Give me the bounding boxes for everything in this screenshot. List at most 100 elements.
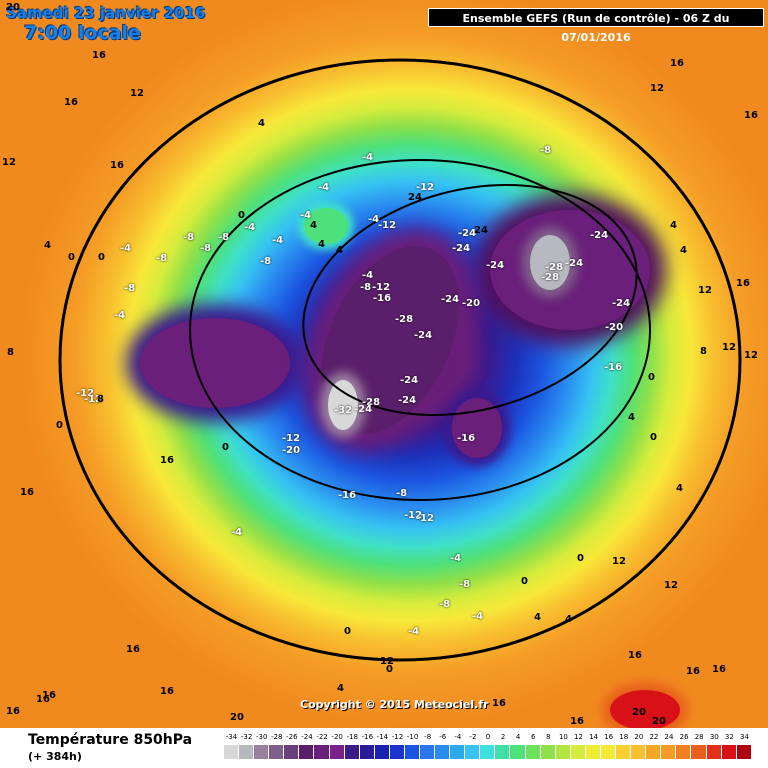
isotherm-label: -24 [452,243,471,254]
isotherm-label: -12 [416,513,435,524]
scale-swatch [389,745,405,759]
isotherm-label: 12 [698,285,712,296]
isotherm-label: 0 [344,626,351,637]
isotherm-label: 12 [744,350,758,361]
scale-swatch [465,745,481,759]
isotherm-label: 4 [628,412,635,423]
scale-swatch [224,745,240,759]
isotherm-label: -8 [124,283,136,294]
isotherm-label: 0 [648,372,655,383]
isotherm-label: -4 [362,152,374,163]
isotherm-label: 24 [474,225,488,236]
forecast-date: Samedi 23 janvier 2016 [6,4,206,22]
cold-spot-siberia [530,235,570,290]
scale-swatch [239,745,255,759]
isotherm-label: 0 [222,442,229,453]
scale-swatch [676,745,692,759]
isotherm-label: 4 [680,245,687,256]
scale-tick-label: -22 [316,733,328,741]
scale-swatch [540,745,556,759]
isotherm-label: 0 [577,553,584,564]
isotherm-label: 8 [97,394,104,405]
isotherm-label: -24 [590,230,609,241]
isotherm-label: -8 [540,145,552,156]
scale-tick-label: 0 [485,733,491,741]
isotherm-label: 4 [258,118,265,129]
isotherm-label: 20 [230,712,244,723]
scale-swatch [736,745,752,759]
isotherm-label: 20 [632,707,646,718]
isotherm-label: 4 [318,239,325,250]
isotherm-label: -16 [373,293,392,304]
scale-tick-label: 16 [604,733,614,741]
scale-tick-label: 12 [574,733,583,741]
cold-core-north-america [140,318,290,408]
warm-spot-south [610,690,680,728]
isotherm-label: -20 [462,298,481,309]
scale-tick-label: -12 [391,733,404,741]
scale-tick-label: 6 [531,733,536,741]
isotherm-label: 12 [612,556,626,567]
isotherm-label: 16 [20,487,34,498]
isotherm-label: -24 [414,330,433,341]
scale-swatch [374,745,390,759]
scale-tick-label: -16 [361,733,374,741]
temperature-map: Samedi 23 janvier 2016 7:00 locale Ensem… [0,0,768,728]
isotherm-label: -12 [84,394,103,405]
scale-tick-label: 20 [634,733,644,741]
isotherm-label: 16 [92,50,106,61]
isotherm-label: -20 [282,445,301,456]
isotherm-label: 20 [6,2,20,13]
isotherm-label: 4 [337,683,344,694]
isotherm-label: -4 [408,626,420,637]
isotherm-label: 8 [7,347,14,358]
isotherm-label: 20 [652,716,666,727]
scale-tick-label: -6 [439,733,447,741]
scale-swatch [269,745,285,759]
scale-tick-label: 26 [679,733,689,741]
isotherm-label: -12 [404,510,423,521]
minus-twelve-isotherm [189,159,651,501]
isotherm-label: 12 [664,580,678,591]
isotherm-label: -24 [354,404,373,415]
isotherm-label: 0 [56,420,63,431]
isotherm-label: 4 [670,220,677,231]
scale-swatch [329,745,345,759]
isotherm-label: 16 [126,644,140,655]
isotherm-label: -8 [218,232,230,243]
isotherm-label: -4 [472,611,484,622]
scale-bar [224,745,752,759]
scale-tick-label: 2 [500,733,506,741]
zero-isotherm [58,58,742,662]
scale-swatch [495,745,511,759]
isotherm-label: 16 [570,716,584,727]
isotherm-label: -8 [156,253,168,264]
isotherm-label: 12 [380,656,394,667]
isotherm-label: -8 [396,488,408,499]
isotherm-label: -8 [200,243,212,254]
color-scale: -34 -32 -30 -28 -26 -24 -22 -20 -18 -16 -14 -12 -10-… [224,733,752,759]
isotherm-label: -4 [272,235,284,246]
isotherm-label: -24 [612,298,631,309]
scale-tick-label: 24 [664,733,674,741]
mild-spot-pacific [304,208,348,244]
scale-swatch [284,745,300,759]
isotherm-label: 12 [2,157,16,168]
scale-swatch [359,745,375,759]
cold-core-siberia [490,210,650,330]
isotherm-label: -12 [416,182,435,193]
scale-tick-label: 14 [589,733,599,741]
cold-spot-greenland [328,380,358,430]
isotherm-label: 16 [686,666,700,677]
isotherm-label: -4 [362,270,374,281]
isotherm-label: -8 [360,282,372,293]
isotherm-label: 16 [492,698,506,709]
scale-tick-label: -2 [469,733,477,741]
isotherm-label: 8 [700,346,707,357]
isotherm-label: -12 [372,282,391,293]
scale-tick-label: -28 [271,733,283,741]
scale-tick-label: 32 [724,733,734,741]
run-info: Ensemble GEFS (Run de contrôle) - 06 Z d… [428,8,764,44]
isotherm-label: 16 [42,690,56,701]
isotherm-label: -16 [604,362,623,373]
